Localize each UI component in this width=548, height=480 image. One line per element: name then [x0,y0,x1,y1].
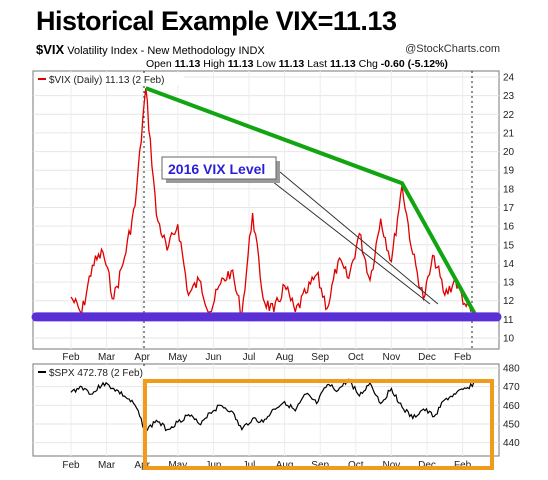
spx-x-tick-9: Nov [383,460,401,471]
exchange-label: INDX [238,45,265,57]
annotation-callout: 2016 VIX Level [161,156,439,305]
spx-legend: $SPX 472.78 (2 Feb) [36,366,158,379]
symbol-description: Volatility Index - New Methodology [67,45,236,57]
low-value: 11.13 [278,58,305,70]
vix-y-tick-24: 24 [503,73,515,84]
spx-x-tick-8: Oct [348,460,364,471]
spx-y-tick-480: 480 [503,364,520,375]
spx-legend-label: $SPX 472.78 (2 Feb) [49,368,143,379]
open-label: Open [146,58,172,70]
vix-y-tick-20: 20 [503,147,515,158]
spx-x-tick-10: Dec [418,460,436,471]
callout-text: 2016 VIX Level [168,161,265,177]
vix-y-tick-23: 23 [503,91,515,102]
page-title: Historical Example VIX=11.13 [36,6,397,36]
vix-x-tick-11: Feb [454,352,472,363]
spx-series-line [70,378,477,433]
chg-label: Chg [358,58,378,70]
vix-legend-label: $VIX (Daily) 11.13 (2 Feb) [49,75,164,86]
vix-y-tick-11: 11 [503,315,514,326]
symbol-row: $VIX Volatility Index - New Methodology … [36,42,265,57]
vix-x-tick-7: Sep [311,352,329,363]
vix-y-tick-10: 10 [503,334,515,345]
vix-y-tick-19: 19 [503,166,515,177]
spx-x-tick-6: Aug [276,460,294,471]
high-label: High [203,58,225,70]
vix-series-line [70,88,478,318]
vix-legend-bg [36,73,184,85]
vix-x-tick-9: Nov [383,352,401,363]
vix-x-axis: Feb Mar Apr May Jun Jul Aug Sep Oct Nov Dec Feb [62,352,471,363]
spx-y-tick-470: 470 [503,382,520,393]
vix-x-tick-3: May [168,352,187,363]
open-value: 11.13 [174,58,201,70]
vix-x-tick-0: Feb [62,352,80,363]
vix-y-tick-16: 16 [503,222,515,233]
vix-y-tick-15: 15 [503,240,515,251]
callout-box [161,156,277,180]
vix-x-tick-4: Jun [205,352,221,363]
last-label: Last [307,58,328,70]
spx-x-tick-5: Jul [243,460,256,471]
vix-y-tick-13: 13 [503,278,515,289]
spx-x-tick-0: Feb [62,460,80,471]
spx-y-tick-460: 460 [503,401,520,412]
vix-y-tick-22: 22 [503,110,515,121]
low-label: Low [256,58,276,70]
spx-panel: 440 450 460 470 480 Feb Mar Apr May Jun Jul Aug Sep… [32,363,520,471]
vix-x-tick-2: Apr [134,352,150,363]
spx-y-tick-450: 450 [503,420,520,431]
vix-x-tick-6: Aug [276,352,294,363]
symbol-label: $VIX [36,42,65,57]
vix-x-tick-10: Dec [418,352,436,363]
green-trendline [145,86,479,319]
vix-x-tick-1: Mar [98,352,116,363]
chg-value: -0.60 (-5.12%) [380,58,448,70]
vix-x-tick-5: Jul [243,352,256,363]
orange-highlight-box [143,379,494,470]
high-value: 11.13 [227,58,254,70]
spx-x-tick-2: Apr [134,460,150,471]
spx-legend-bg [36,366,158,378]
vix-y-tick-12: 12 [503,296,515,307]
vix-x-tick-8: Oct [348,352,364,363]
spx-x-tick-1: Mar [98,460,116,471]
spx-x-axis: Feb Mar Apr May Jun Jul Aug Sep Oct Nov Dec Feb [62,460,471,471]
spx-x-tick-3: May [168,460,187,471]
stockcharts-credit[interactable]: @StockCharts.com [405,43,500,55]
callout-leader-1 [267,177,431,305]
vix-y-tick-21: 21 [503,128,515,139]
callout-leader-2 [279,171,439,305]
vix-y-tick-17: 17 [503,203,515,214]
spx-y-axis: 440 450 460 470 480 [503,364,520,450]
ohlc-row: Open 11.13 High 11.13 Low 11.13 Last 11.… [146,58,448,70]
spx-x-tick-11: Feb [454,460,472,471]
last-value: 11.13 [329,58,356,70]
vix-y-axis: 10 11 12 13 14 15 16 17 18 19 20 21 22 23 24 [503,73,515,345]
vix-y-tick-18: 18 [503,184,515,195]
spx-x-tick-4: Jun [205,460,221,471]
vix-panel: 10 11 12 13 14 15 16 17 18 19 20 21 22 23 24 Feb Mar Apr… [31,70,515,363]
vix-y-tick-14: 14 [503,259,515,270]
vix-legend: $VIX (Daily) 11.13 (2 Feb) [36,73,184,86]
spx-x-tick-7: Sep [311,460,329,471]
spx-y-tick-440: 440 [503,438,520,449]
vix-panel-frame [32,70,500,350]
